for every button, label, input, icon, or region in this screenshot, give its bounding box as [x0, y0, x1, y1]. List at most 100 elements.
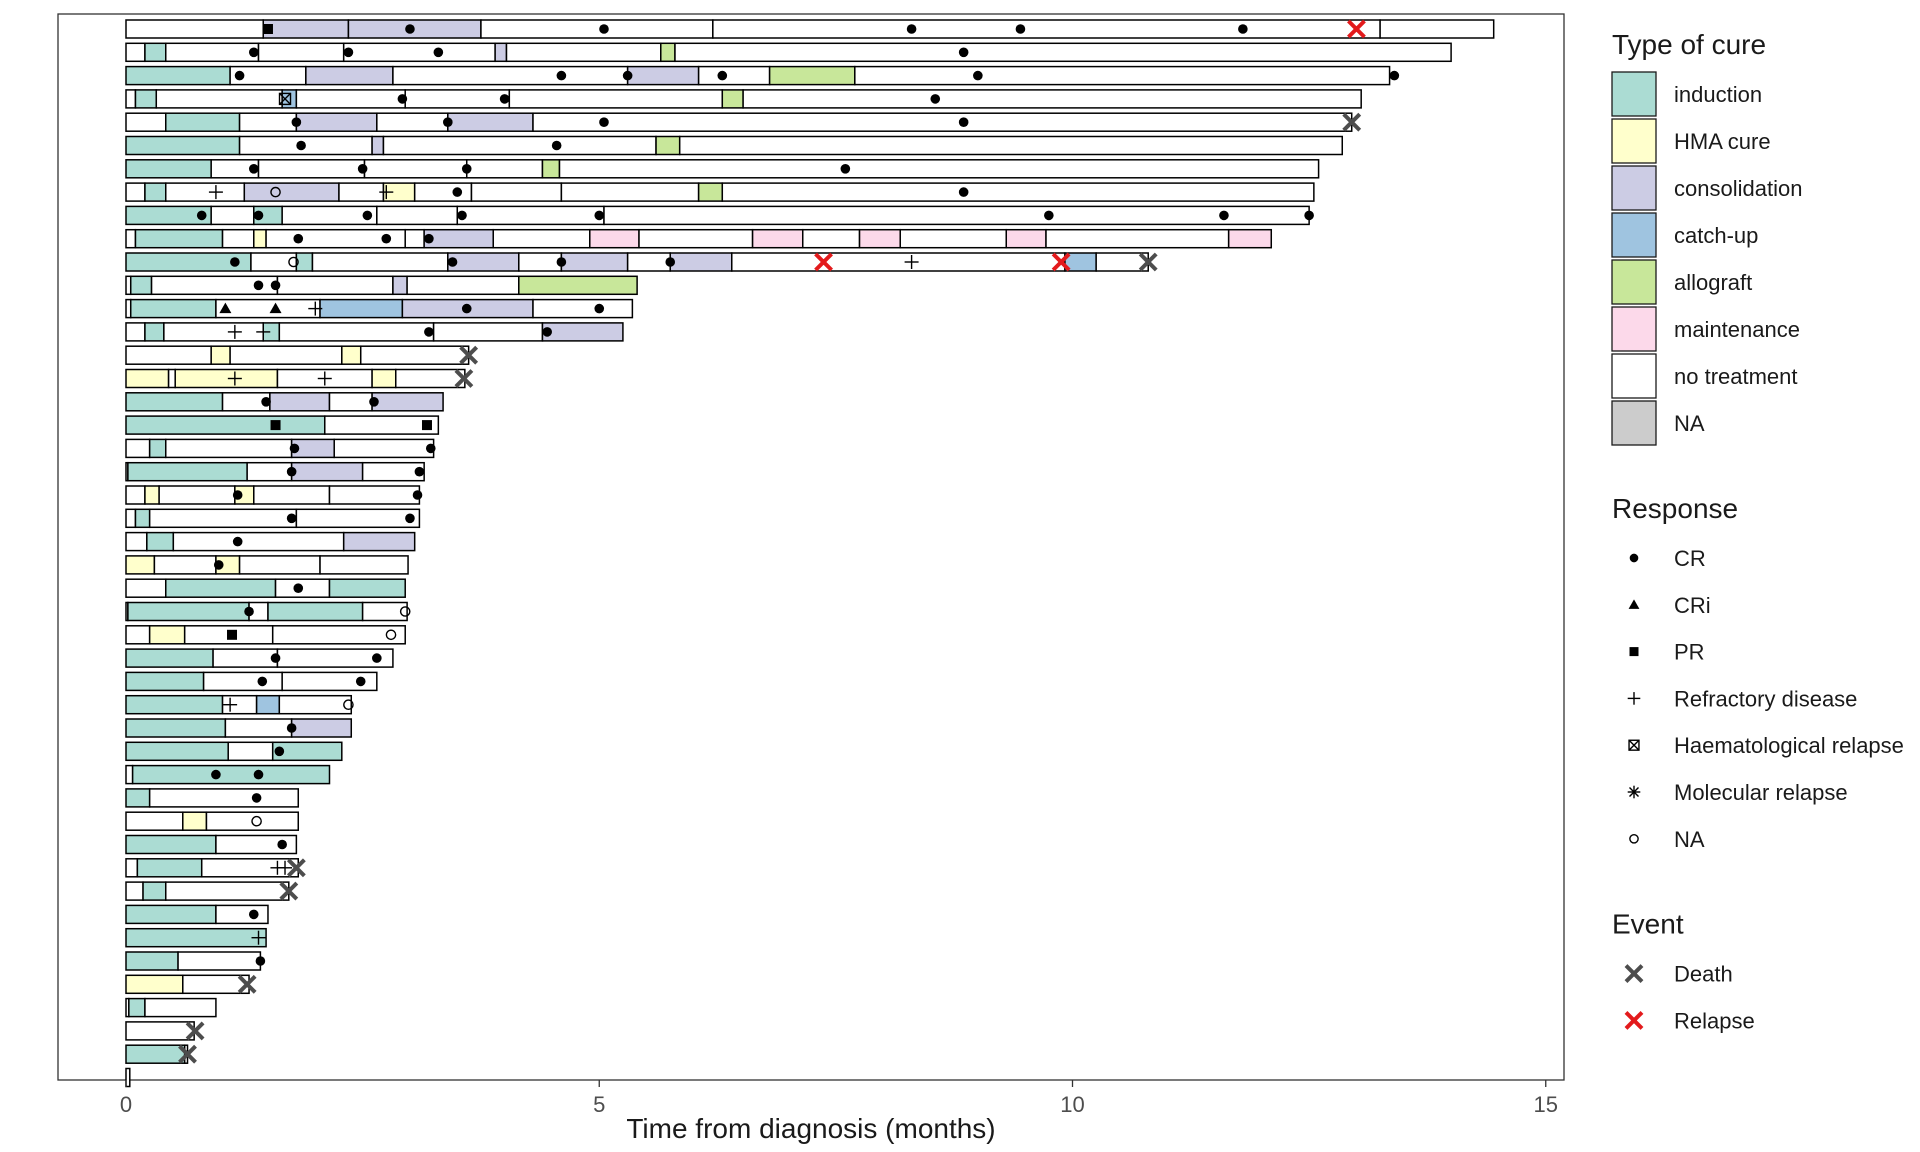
patient-row — [125, 578, 406, 598]
bar-segment — [269, 392, 331, 412]
bar-segment — [125, 904, 217, 925]
response-marker — [1304, 210, 1314, 221]
bar-segment — [361, 601, 408, 622]
response-marker — [551, 140, 562, 151]
death-marker — [178, 1044, 197, 1064]
response-marker — [278, 860, 293, 875]
patient-row — [125, 135, 1344, 156]
death-marker — [237, 974, 257, 994]
legend-group: Type of cure induction HMA cure consolidati… — [1611, 29, 1802, 446]
response-marker — [261, 397, 271, 407]
bar-segment — [238, 555, 321, 575]
bar-segment — [125, 811, 184, 831]
bar-segment — [341, 345, 362, 365]
response-marker — [256, 324, 271, 339]
response-marker — [343, 47, 354, 58]
response-marker — [599, 117, 609, 127]
response-marker — [248, 47, 259, 58]
bar-segment — [165, 881, 290, 901]
bar-segment — [271, 741, 343, 762]
response-marker — [293, 233, 304, 244]
response-marker — [357, 164, 368, 174]
bar-segment — [470, 182, 563, 202]
response-marker — [251, 930, 266, 945]
response-marker — [293, 583, 304, 593]
response-marker — [230, 257, 240, 267]
bar-segment — [125, 718, 227, 738]
bar-segment — [257, 42, 345, 63]
legend-label: Death — [1674, 962, 1733, 987]
response-marker — [270, 280, 281, 291]
legend-title: Type of cure — [1612, 29, 1766, 60]
bar-segment — [221, 228, 255, 249]
bar-segment — [136, 858, 203, 878]
patient-row — [125, 601, 408, 622]
patient-row — [125, 298, 634, 319]
bar-segment — [278, 694, 353, 715]
response-marker — [452, 187, 463, 197]
patient-row — [125, 834, 298, 855]
bar-segment — [148, 625, 186, 645]
bar-segment — [447, 252, 520, 272]
patient-row — [125, 951, 262, 971]
relapse-marker — [814, 252, 833, 272]
bar-segment — [267, 601, 364, 622]
bar-segment — [158, 485, 236, 505]
legend-label: NA — [1674, 411, 1705, 436]
bar-segment — [376, 205, 459, 226]
response-marker — [424, 233, 434, 244]
bar-segment — [142, 881, 167, 901]
bar-segment — [751, 228, 804, 249]
bar-segment — [174, 368, 279, 389]
bar-segment — [212, 648, 279, 668]
response-marker — [257, 676, 268, 687]
bar-segment — [494, 42, 508, 63]
response-marker — [286, 466, 297, 477]
bar-segment — [243, 182, 340, 202]
bar-segment — [165, 112, 241, 132]
response-marker — [594, 210, 605, 221]
patient-row — [125, 42, 1452, 63]
patient-row — [125, 322, 624, 342]
bar-segment — [660, 42, 676, 63]
bar-segment — [144, 997, 217, 1018]
patient-row — [125, 415, 440, 435]
bar-segment — [342, 42, 496, 63]
legend-label: maintenance — [1674, 317, 1800, 342]
bar-segment — [229, 345, 343, 365]
bar-segment — [899, 228, 1007, 249]
bar-segment — [858, 228, 901, 249]
legend-key — [1628, 599, 1640, 609]
patient-row — [125, 788, 300, 808]
patient-row — [125, 1021, 195, 1041]
bar-segment — [371, 135, 385, 156]
bar-segment — [125, 1021, 195, 1041]
bar-segment — [144, 182, 167, 202]
legend-key — [1627, 692, 1641, 705]
relapse-marker — [1347, 19, 1366, 39]
bar-segment — [125, 322, 146, 342]
patient-row — [125, 461, 425, 482]
patient-row — [125, 345, 470, 365]
response-marker — [251, 815, 262, 827]
death-marker — [459, 345, 479, 365]
response-marker — [223, 697, 238, 712]
response-marker — [542, 327, 552, 337]
response-marker — [1389, 70, 1400, 81]
bar-segment — [324, 415, 440, 435]
response-marker — [665, 257, 676, 267]
patient-row — [125, 228, 1273, 249]
x-axis-title: Time from diagnosis (months) — [626, 1113, 995, 1144]
legend-item: NA — [1629, 827, 1705, 852]
patient-row — [125, 648, 394, 668]
death-marker — [1342, 112, 1362, 132]
bar-segment — [404, 228, 425, 249]
response-marker — [248, 164, 259, 174]
legend-key — [1629, 553, 1639, 563]
bar-segment — [144, 42, 167, 63]
bar-segment — [589, 228, 640, 249]
patient-row — [125, 368, 466, 389]
bar-segment — [165, 578, 277, 598]
bar-segment — [532, 112, 1353, 132]
bar-segment — [655, 135, 681, 156]
